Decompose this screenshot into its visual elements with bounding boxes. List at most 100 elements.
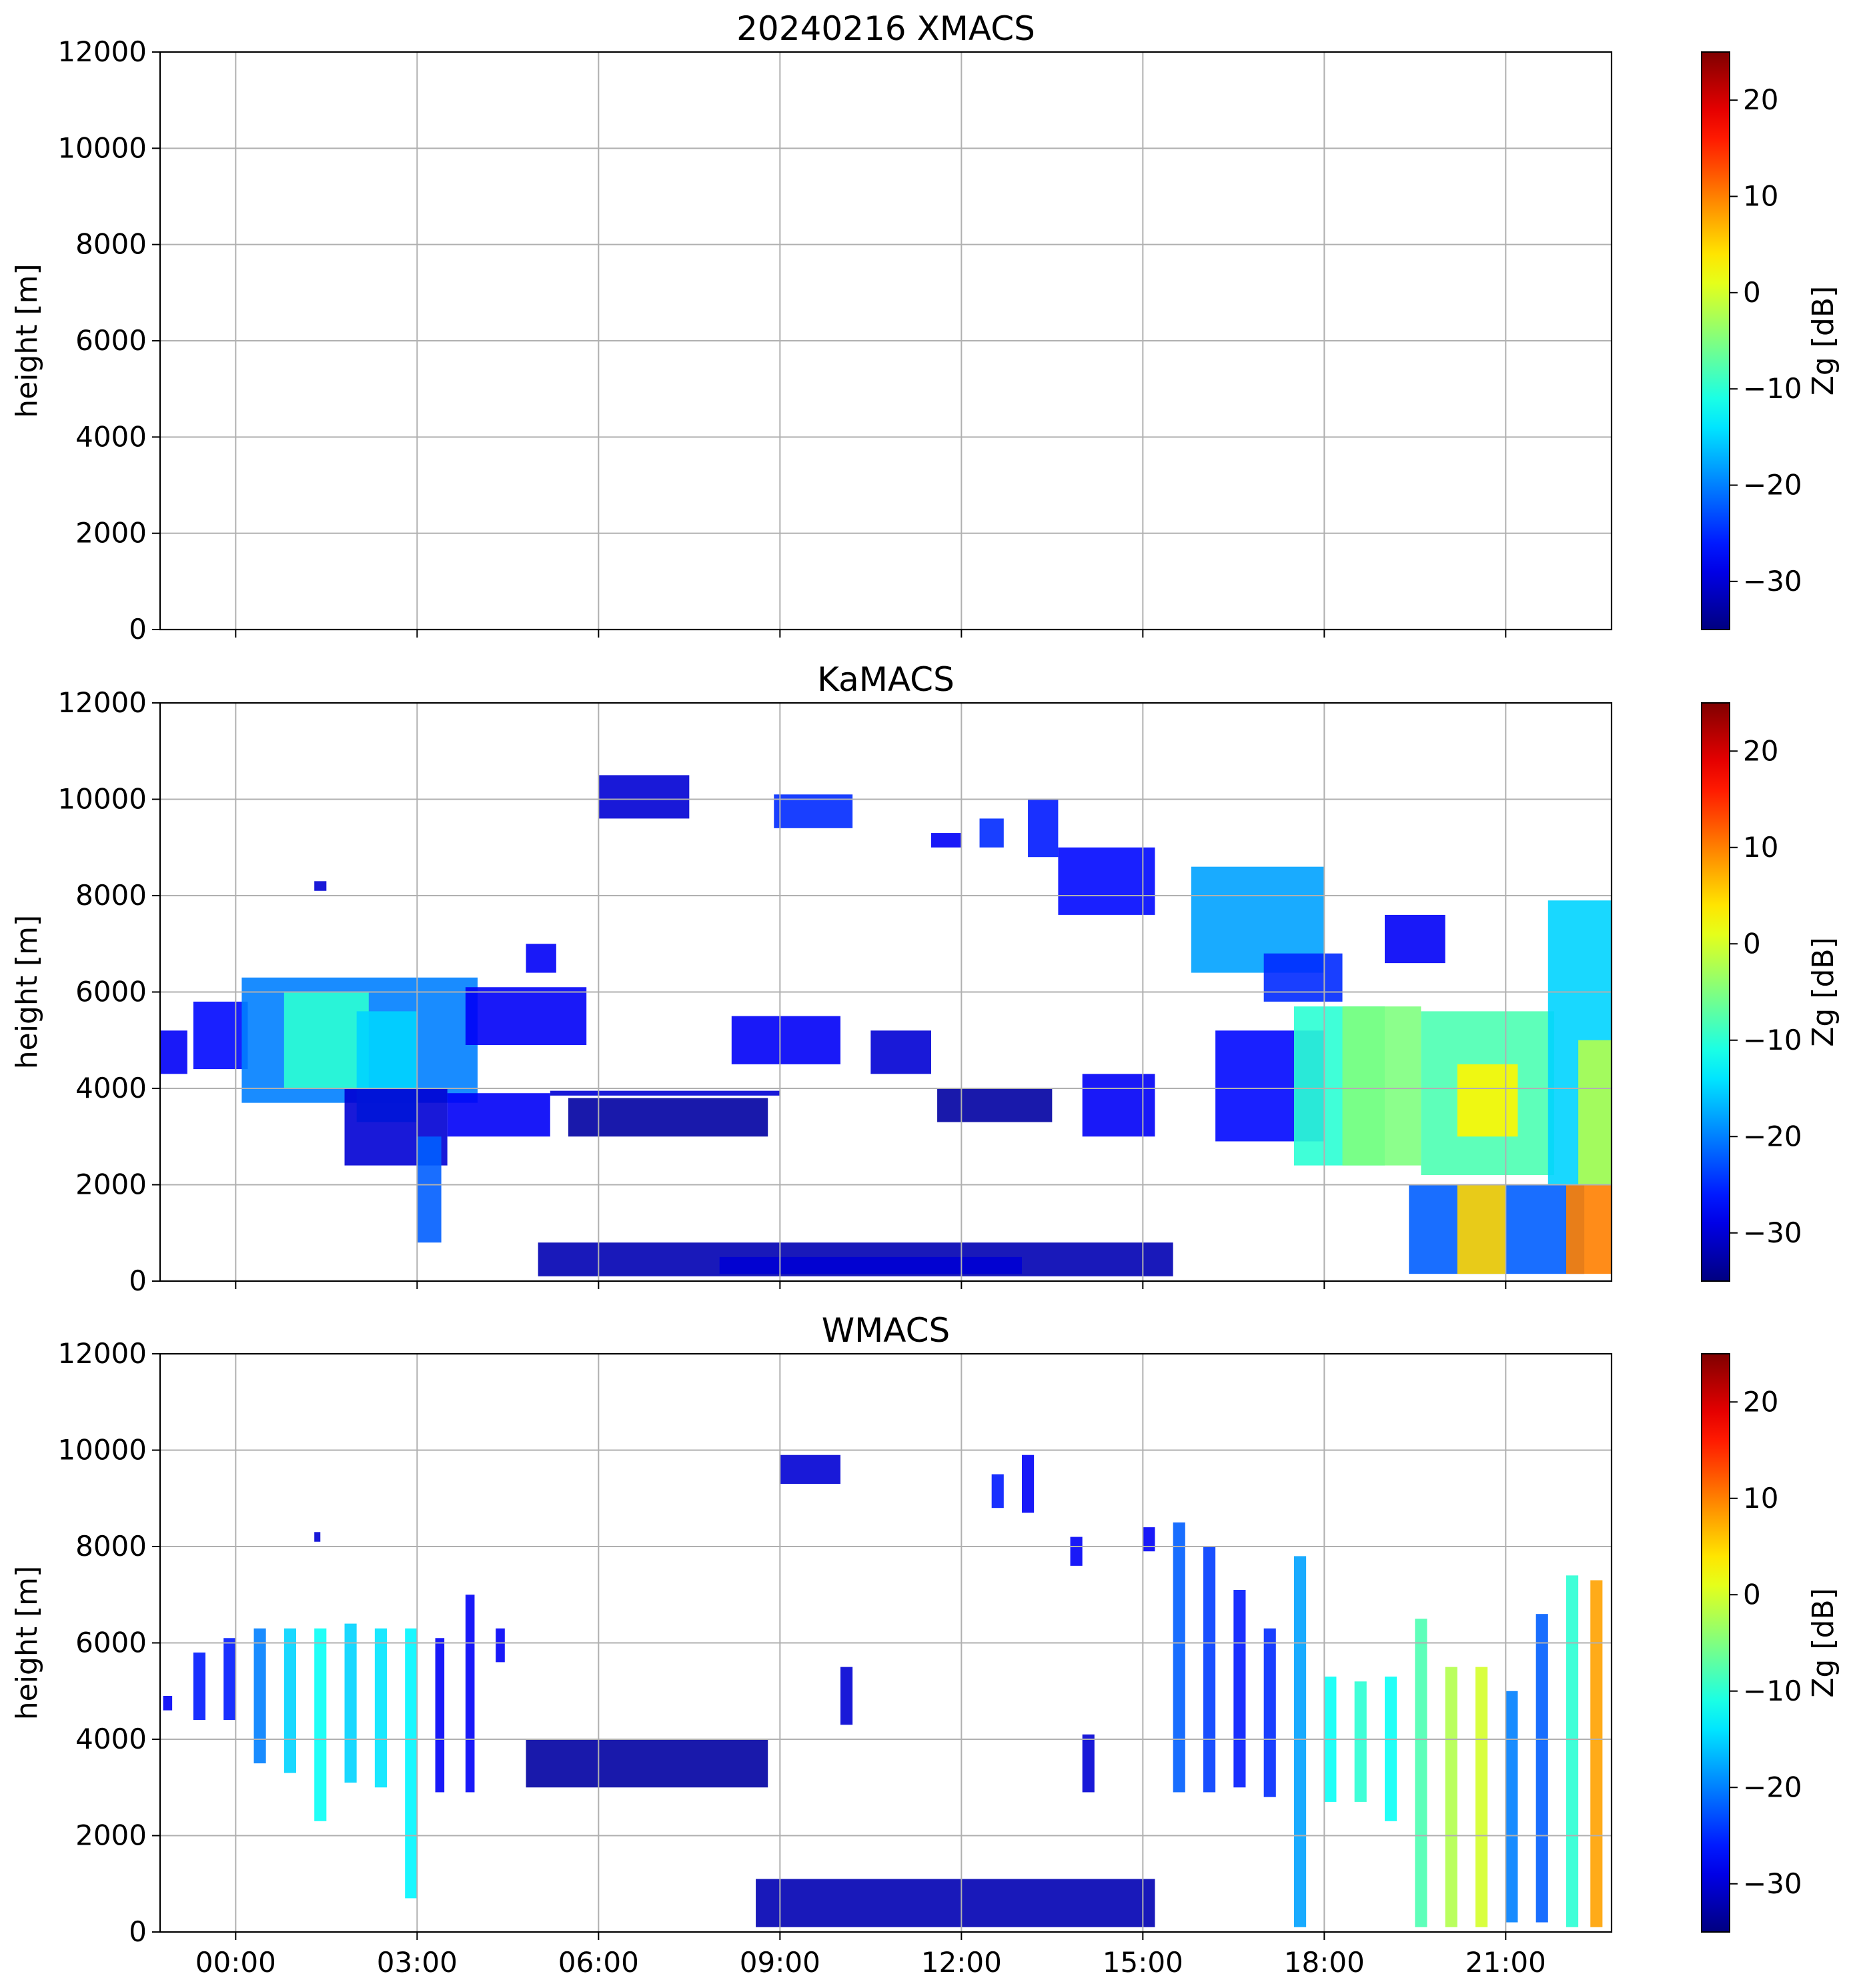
colorbar-label: Zg [dB]: [1806, 1588, 1840, 1698]
y-tick-label: 10000: [57, 131, 147, 164]
echo-cell: [1566, 1575, 1579, 1927]
echo-cell: [1457, 1064, 1518, 1137]
echo-cell: [1342, 1006, 1421, 1166]
echo-cell: [1590, 1580, 1603, 1927]
colorbar-tick-label: −10: [1743, 1024, 1802, 1056]
panel-wmacs: 0 2000 4000 6000 8000 10000 12000 00:00 03:00 06:…: [10, 1311, 1840, 1979]
echo-cell: [1058, 847, 1155, 915]
x-tick-label: 03:00: [377, 1946, 458, 1979]
y-tick-label: 0: [129, 1915, 147, 1948]
echo-cell: [719, 1256, 1022, 1274]
panel-title: WMACS: [822, 1311, 951, 1350]
echo-cell: [1143, 1527, 1155, 1552]
echo-cell: [314, 1628, 327, 1821]
y-axis-label: height [m]: [10, 915, 44, 1069]
colorbar-tick-label: −20: [1743, 1120, 1802, 1152]
echo-cell: [774, 794, 853, 828]
x-tick-label: 12:00: [921, 1946, 1002, 1979]
y-tick-label: 10000: [57, 783, 147, 816]
colorbar-tick-label: 0: [1743, 927, 1761, 960]
y-tick-label: 0: [129, 1264, 147, 1297]
y-tick-label: 6000: [75, 324, 147, 357]
echo-cell: [1415, 1619, 1427, 1927]
panel-xmacs: 0 2000 4000 6000 8000 10000 12000 20240216 XMAC…: [10, 9, 1840, 646]
panel-title: KaMACS: [817, 660, 955, 699]
echo-cell: [374, 1628, 387, 1788]
echo-cell: [447, 1093, 550, 1137]
x-tick-label: 15:00: [1103, 1946, 1183, 1979]
echo-cell: [550, 1090, 780, 1096]
colorbar-tick-label: −20: [1743, 1771, 1802, 1803]
y-axis-label: height [m]: [10, 1566, 44, 1720]
colorbar-tick-label: 20: [1743, 1385, 1778, 1418]
colorbar-tick-label: 0: [1743, 276, 1761, 309]
colorbar-tick-label: −20: [1743, 469, 1802, 502]
echo-cell: [1203, 1547, 1216, 1793]
colorbar-tick-label: 20: [1743, 83, 1778, 116]
echo-cell: [1173, 1522, 1185, 1793]
echo-cell: [1457, 1184, 1506, 1274]
echo-cell: [496, 1628, 505, 1663]
y-tick-label: 2000: [75, 1819, 147, 1852]
x-tick-label: 09:00: [740, 1946, 820, 1979]
echo-cell: [223, 1638, 236, 1721]
colorbar-tick-label: −10: [1743, 372, 1802, 405]
y-tick-label: 2000: [75, 517, 147, 550]
colorbar-tick-label: 0: [1743, 1578, 1761, 1611]
echo-cell: [731, 1016, 840, 1064]
echo-cell: [253, 1628, 266, 1764]
x-tick-label: 21:00: [1465, 1946, 1546, 1979]
colorbar-tick-label: −30: [1743, 1867, 1802, 1900]
y-tick-label: 12000: [57, 35, 147, 68]
panel-kamacs: 0 2000 4000 6000 8000 10000 12000 KaMACS height …: [10, 660, 1840, 1297]
colorbar: [1701, 1353, 1730, 1933]
colorbar-label: Zg [dB]: [1806, 937, 1840, 1047]
colorbar-tick-label: 10: [1743, 180, 1778, 213]
echo-cell: [465, 1595, 475, 1793]
echo-cell: [193, 1001, 248, 1070]
echo-cell: [160, 1030, 187, 1074]
echo-cell: [1385, 914, 1445, 964]
echo-cell: [163, 1695, 173, 1711]
echo-cell: [283, 1628, 296, 1773]
echo-cell: [598, 775, 690, 819]
echo-cell: [870, 1030, 931, 1074]
y-tick-label: 8000: [75, 228, 147, 261]
y-tick-label: 0: [129, 613, 147, 646]
echo-cell: [1354, 1681, 1367, 1802]
echo-cell: [937, 1088, 1053, 1122]
echo-cell: [193, 1652, 205, 1721]
echo-cell: [991, 1474, 1004, 1509]
colorbar-tick-label: 20: [1743, 734, 1778, 767]
y-tick-label: 4000: [75, 1723, 147, 1755]
echo-cell: [417, 1136, 442, 1243]
colorbar-tick-label: −30: [1743, 1216, 1802, 1249]
y-tick-label: 10000: [57, 1434, 147, 1466]
echo-cell: [1475, 1667, 1488, 1927]
echo-cell: [1505, 1691, 1518, 1923]
echo-cell: [344, 1623, 357, 1783]
x-tick-label: 18:00: [1284, 1946, 1365, 1979]
echo-cell: [1263, 953, 1343, 1002]
y-tick-label: 6000: [75, 1627, 147, 1659]
y-tick-label: 12000: [57, 1337, 147, 1370]
colorbar-tick-label: 10: [1743, 831, 1778, 864]
y-tick-label: 8000: [75, 1530, 147, 1563]
colorbar: [1701, 51, 1730, 630]
echo-cell: [1566, 1184, 1612, 1274]
echo-cell: [1263, 1628, 1276, 1797]
y-axis-label: height [m]: [10, 263, 44, 417]
y-tick-label: 6000: [75, 976, 147, 1008]
echo-cell: [1385, 1677, 1397, 1821]
echo-cell: [1445, 1667, 1457, 1927]
echo-cell: [1070, 1537, 1083, 1566]
echo-cell: [314, 881, 327, 891]
colorbar-tick-label: −10: [1743, 1675, 1802, 1707]
echo-cell: [526, 944, 556, 973]
echo-cell: [979, 818, 1004, 848]
echo-cell: [283, 992, 369, 1088]
echo-cell: [780, 1454, 840, 1484]
colorbar-tick-label: −30: [1743, 565, 1802, 598]
x-tick-label: 06:00: [558, 1946, 639, 1979]
